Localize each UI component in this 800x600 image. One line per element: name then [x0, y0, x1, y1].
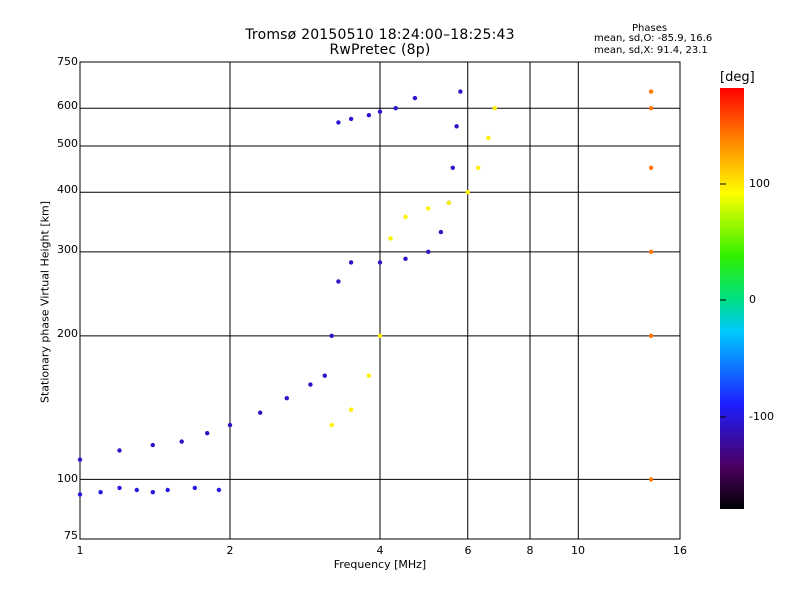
echo-point — [336, 120, 341, 125]
x-tick-label: 1 — [76, 544, 84, 557]
y-tick-label: 400 — [57, 183, 78, 196]
echo-point — [377, 260, 383, 265]
echo-point — [648, 333, 654, 338]
echo-point — [216, 487, 222, 493]
y-tick-label: 100 — [57, 472, 78, 485]
echo-point — [348, 116, 354, 122]
colorbar-tick-label: 100 — [749, 177, 770, 190]
colorbar-tick-label: -100 — [749, 410, 774, 423]
echo-point — [258, 410, 263, 415]
x-tick-label: 8 — [526, 544, 534, 557]
colorbar-unit-label: [deg] — [720, 70, 755, 85]
echo-point — [403, 214, 408, 220]
echo-point — [476, 165, 481, 170]
echo-point — [366, 113, 372, 118]
echo-point — [98, 490, 103, 495]
echo-point — [377, 333, 383, 338]
y-tick-label: 600 — [57, 99, 78, 112]
echo-point — [329, 422, 334, 428]
echo-point — [648, 89, 654, 94]
x-axis-label: Frequency [MHz] — [333, 558, 427, 571]
y-tick-label: 200 — [57, 327, 78, 340]
echo-point — [308, 382, 313, 387]
y-tick-label: 500 — [57, 137, 78, 150]
echo-point — [648, 165, 654, 170]
echo-point — [492, 106, 497, 111]
echo-point — [77, 492, 83, 497]
x-tick-label: 6 — [464, 544, 472, 557]
echo-point — [366, 373, 372, 378]
echo-point — [348, 260, 354, 265]
echo-point — [486, 135, 491, 141]
x-tick-label: 16 — [673, 544, 687, 557]
echo-point — [179, 439, 184, 444]
echo-point — [117, 448, 122, 453]
echo-point — [377, 109, 383, 114]
echo-point — [77, 457, 83, 462]
chart-subtitle: RwPretec (8p) — [329, 42, 431, 58]
echo-point — [165, 487, 170, 493]
echo-point — [227, 422, 233, 428]
y-tick-label: 750 — [57, 55, 78, 68]
y-tick-label: 300 — [57, 243, 78, 256]
echo-point — [284, 396, 289, 401]
echo-point — [150, 442, 155, 448]
x-tick-label: 2 — [226, 544, 234, 557]
phase-stats-x: mean, sd,X: 91.4, 23.1 — [594, 45, 708, 56]
echo-point — [134, 487, 139, 493]
echo-point — [450, 165, 455, 170]
phase-stats-o: mean, sd,O: -85.9, 16.6 — [594, 33, 713, 44]
echo-point — [205, 431, 210, 436]
echo-point — [150, 490, 155, 495]
echo-point — [322, 373, 327, 378]
colorbar-tick-label: 0 — [749, 293, 756, 306]
x-tick-label: 10 — [571, 544, 585, 557]
echo-point — [412, 95, 418, 101]
echo-point — [648, 477, 654, 482]
echo-point — [648, 249, 654, 254]
echo-point — [348, 407, 354, 412]
echo-point — [393, 106, 398, 111]
x-tick-label: 4 — [376, 544, 384, 557]
echo-point — [426, 206, 431, 211]
echo-point — [454, 124, 459, 129]
echo-point — [446, 200, 452, 205]
chart-title: Tromsø 20150510 18:24:00–18:25:43 — [245, 27, 515, 43]
echo-point — [426, 249, 431, 254]
echo-point — [336, 279, 341, 284]
echo-point — [117, 485, 122, 491]
echo-point — [403, 256, 408, 261]
echo-point — [438, 229, 444, 235]
echo-point — [648, 106, 654, 111]
echo-point — [458, 89, 463, 94]
echo-point — [465, 190, 470, 195]
echo-point — [388, 236, 393, 241]
echo-point — [329, 333, 334, 338]
echo-point — [192, 485, 197, 491]
phases-heading: Phases — [632, 23, 668, 34]
y-tick-label: 75 — [64, 529, 78, 542]
colorbar — [720, 88, 744, 509]
